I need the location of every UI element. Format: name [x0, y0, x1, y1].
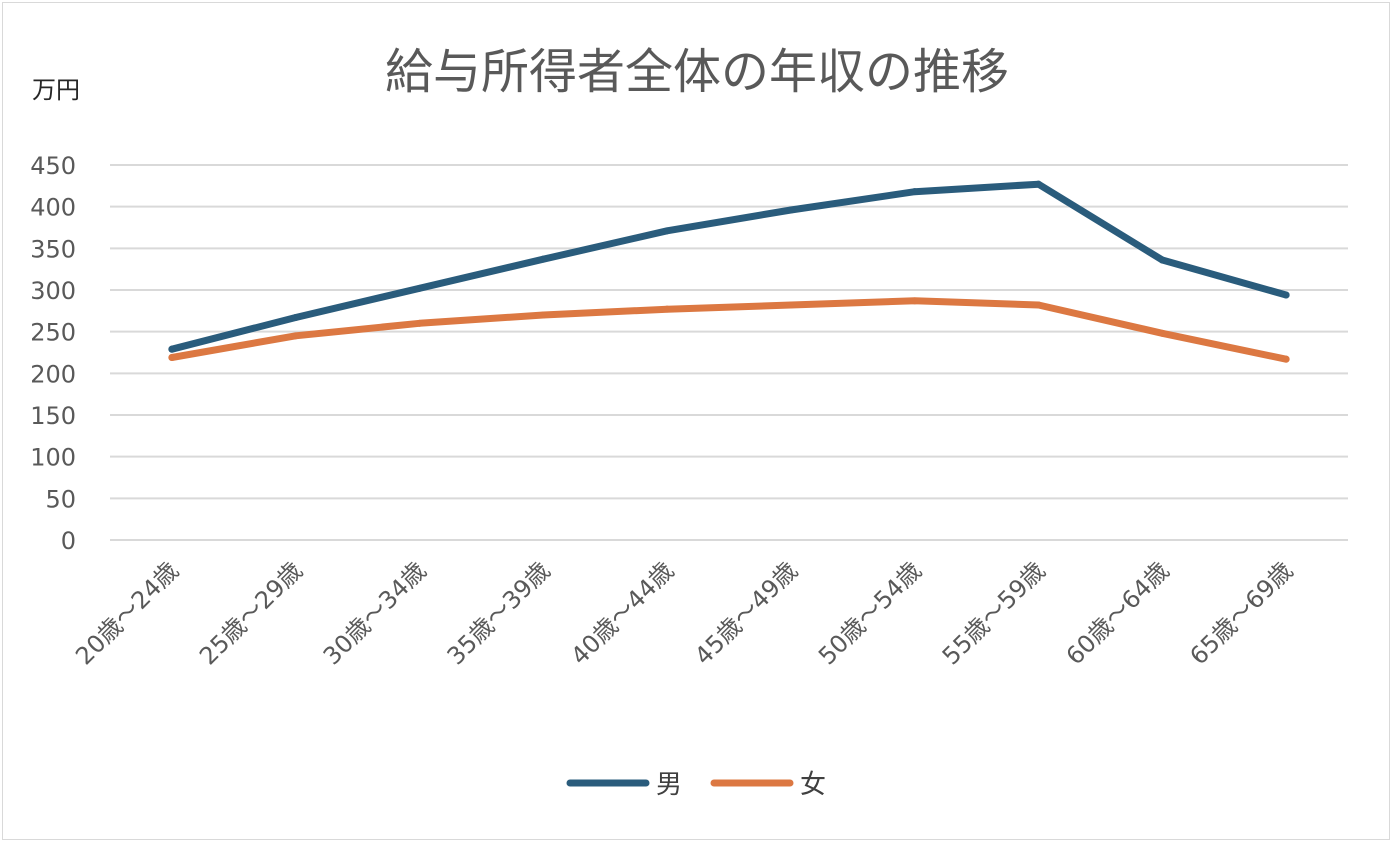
data-point: [416, 284, 423, 292]
chart-title: 給与所得者全体の年収の推移: [385, 44, 1009, 100]
data-point: [539, 311, 547, 319]
data-point: [1282, 355, 1290, 363]
x-tick-label: 60歳～64歳: [1061, 556, 1175, 670]
data-point: [787, 301, 795, 309]
y-tick-label: 350: [30, 235, 76, 263]
y-tick-label: 150: [30, 402, 76, 430]
data-point: [911, 297, 919, 305]
y-tick-label: 450: [30, 152, 76, 180]
y-tick-label: 300: [30, 277, 76, 305]
data-point: [292, 332, 300, 340]
data-point: [911, 188, 919, 196]
data-point: [168, 354, 176, 361]
data-point: [1158, 256, 1166, 264]
data-point: [1035, 180, 1042, 188]
x-tick-label: 20歳～24歳: [70, 556, 184, 670]
y-tick-label: 50: [45, 485, 76, 513]
x-tick-label: 55歳～59歳: [937, 556, 1051, 670]
data-point: [663, 305, 671, 313]
x-tick-label: 40歳～44歳: [565, 556, 679, 670]
series-line-1: [168, 297, 1290, 363]
y-tick-label: 400: [30, 194, 76, 222]
x-tick-label: 35歳～39歳: [442, 556, 556, 670]
data-point: [787, 206, 795, 214]
y-tick-label: 250: [30, 319, 76, 347]
data-point: [168, 345, 176, 353]
legend-label: 男: [656, 770, 682, 800]
legend-label: 女: [800, 770, 826, 800]
y-tick-label: 100: [30, 444, 76, 472]
x-tick-label: 30歳～34歳: [318, 556, 432, 670]
series-lines: [168, 180, 1290, 363]
y-tick-label: 200: [30, 360, 76, 388]
data-point: [1282, 291, 1290, 299]
y-axis-ticks: 0 50 100 150 200 250 300 350 400 450: [30, 152, 76, 555]
data-point: [663, 227, 671, 235]
x-tick-label: 45歳～49歳: [689, 556, 803, 670]
data-point: [416, 319, 423, 327]
data-point: [292, 314, 300, 321]
x-tick-label: 25歳～29歳: [194, 556, 308, 670]
x-tick-label: 50歳～54歳: [813, 556, 927, 670]
x-axis-ticks: 20歳～24歳 25歳～29歳 30歳～34歳 35歳～39歳 40歳～44歳 45歳～4…: [70, 556, 1298, 670]
series-line-0: [168, 180, 1290, 353]
y-axis-unit-label: 万円: [32, 76, 80, 104]
legend: 男女: [566, 770, 826, 800]
data-point: [1158, 329, 1166, 337]
x-tick-label: 65歳～69歳: [1184, 556, 1298, 670]
data-point: [539, 255, 547, 263]
y-tick-label: 0: [61, 527, 76, 555]
data-point: [1035, 301, 1042, 309]
